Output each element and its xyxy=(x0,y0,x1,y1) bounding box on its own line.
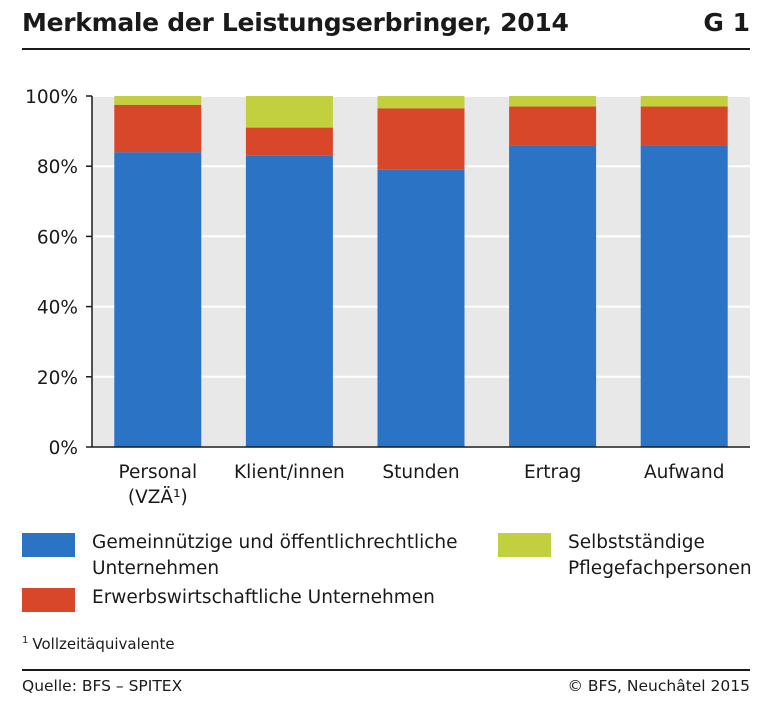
bar-segment xyxy=(509,106,597,146)
y-tick-label: 20% xyxy=(37,368,78,389)
footnote: 1 Vollzeitäquivalente xyxy=(22,635,175,653)
y-tick-label: 80% xyxy=(37,157,78,178)
footer-rule xyxy=(22,669,750,671)
bar-segment xyxy=(377,108,465,170)
legend-item-gemeinnuetzig: Gemeinnützige und öffentlichrechtliche U… xyxy=(22,530,482,582)
x-tick-label: (VZÄ¹) xyxy=(128,487,188,508)
y-tick-label: 0% xyxy=(49,438,78,459)
bar-segment xyxy=(640,96,728,107)
source-note: Quelle: BFS – SPITEX xyxy=(22,677,183,695)
x-tick-label: Personal xyxy=(118,462,197,483)
legend-label-erwerbswirtschaftlich: Erwerbswirtschaftliche Unternehmen xyxy=(92,587,435,608)
x-tick-label: Ertrag xyxy=(524,462,581,483)
bar-segment xyxy=(114,152,202,447)
legend-label-selbststaendig: Selbstständige Pflegefachpersonen xyxy=(568,530,768,582)
legend-label-gemeinnuetzig: Gemeinnützige und öffentlichrechtliche U… xyxy=(92,530,482,582)
bar-segment xyxy=(245,127,333,156)
bar-segment xyxy=(245,96,333,128)
bar-segment xyxy=(245,155,333,448)
chart-title: Merkmale der Leistungserbringer, 2014 xyxy=(22,8,569,37)
legend-swatch-blue xyxy=(22,533,75,557)
legend-label-line: Unternehmen xyxy=(92,558,220,579)
x-tick-label: Klient/innen xyxy=(234,462,345,483)
x-tick-label: Stunden xyxy=(382,462,459,483)
footnote-mark: 1 xyxy=(22,635,29,646)
legend-item-selbststaendig: Selbstständige Pflegefachpersonen xyxy=(498,530,768,582)
bar-segment xyxy=(509,96,597,107)
bar-segment xyxy=(377,169,465,447)
stacked-bar-chart: 0% 20% 40% 60% 80% 100% Personal (VZÄ¹) Klient/i… xyxy=(25,87,750,508)
bar-segment xyxy=(509,145,597,447)
bar-segment xyxy=(640,145,728,447)
legend-label-line: Gemeinnützige und öffentlichrechtliche xyxy=(92,532,458,553)
y-tick-label: 100% xyxy=(25,87,78,108)
bar-segment xyxy=(114,96,202,105)
y-tick-label: 40% xyxy=(37,298,78,319)
legend-label-line: Selbstständige xyxy=(568,532,705,553)
legend-swatch-red xyxy=(22,588,75,612)
legend-item-erwerbswirtschaftlich: Erwerbswirtschaftliche Unternehmen xyxy=(22,585,482,612)
bar-segment xyxy=(640,106,728,146)
footnote-text: Vollzeitäquivalente xyxy=(32,635,175,653)
y-tick-label: 60% xyxy=(37,227,78,248)
figure-id: G 1 xyxy=(703,8,750,37)
x-tick-label: Aufwand xyxy=(644,462,725,483)
bar-segment xyxy=(377,96,465,109)
legend-label-line: Pflegefachpersonen xyxy=(568,558,752,579)
bar-segment xyxy=(114,104,202,153)
title-rule xyxy=(22,48,750,50)
copyright-note: © BFS, Neuchâtel 2015 xyxy=(567,677,751,695)
chart-header: Merkmale der Leistungserbringer, 2014 G … xyxy=(22,4,750,50)
legend-swatch-green xyxy=(498,533,551,557)
